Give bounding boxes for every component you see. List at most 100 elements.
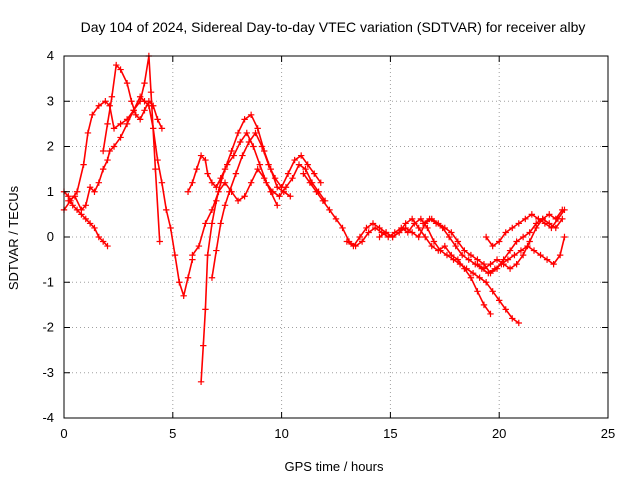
data-point	[389, 233, 396, 241]
data-point	[441, 242, 448, 250]
data-point	[202, 220, 209, 227]
data-point	[448, 229, 455, 236]
data-point	[489, 288, 496, 295]
data-point	[448, 251, 455, 259]
data-point	[136, 98, 144, 105]
series-line	[211, 131, 322, 278]
data-point	[426, 215, 433, 223]
data-point	[489, 242, 496, 250]
data-point	[200, 342, 207, 349]
data-point	[304, 161, 311, 168]
data-point	[313, 188, 320, 195]
data-point	[356, 233, 364, 241]
data-point	[502, 229, 509, 236]
data-point	[195, 242, 203, 250]
data-point	[376, 224, 383, 232]
data-point	[528, 211, 536, 218]
data-point	[430, 238, 438, 245]
data-point	[221, 165, 229, 173]
data-point	[204, 251, 211, 259]
data-point	[485, 270, 492, 277]
data-point	[69, 202, 76, 209]
series-line	[200, 113, 291, 382]
data-point	[202, 156, 209, 164]
grid-lines	[64, 56, 608, 418]
data-point	[541, 220, 549, 227]
data-point	[496, 297, 503, 304]
data-point	[99, 165, 107, 173]
data-point	[232, 170, 240, 177]
data-point	[535, 215, 542, 223]
data-point	[550, 260, 557, 268]
x-tick-label: 0	[60, 426, 67, 441]
data-point	[435, 247, 442, 254]
data-point	[519, 251, 527, 259]
data-point	[91, 224, 98, 232]
data-point	[245, 138, 253, 146]
data-point	[524, 242, 531, 250]
data-point	[504, 256, 512, 263]
data-point	[156, 238, 163, 245]
data-point	[408, 215, 416, 223]
data-point	[543, 256, 551, 263]
series-sat-a	[60, 93, 196, 300]
series-sat-n	[419, 215, 568, 277]
chart-title: Day 104 of 2024, Sidereal Day-to-day VTE…	[81, 19, 586, 35]
data-point	[278, 184, 285, 191]
data-point	[300, 170, 307, 177]
series-line	[476, 209, 563, 270]
data-point	[482, 233, 490, 241]
data-point	[171, 251, 179, 259]
data-point	[332, 215, 340, 223]
data-point	[150, 102, 157, 109]
data-point	[513, 238, 520, 245]
data-point	[213, 184, 220, 191]
data-point	[184, 274, 192, 281]
data-point	[461, 247, 468, 254]
data-point	[502, 306, 509, 313]
data-point	[91, 188, 98, 195]
data-point	[147, 89, 155, 96]
data-point	[104, 242, 111, 250]
data-point	[117, 66, 124, 73]
y-tick-label: 1	[47, 184, 54, 199]
data-point	[287, 193, 294, 200]
data-point	[89, 111, 96, 119]
data-point	[80, 161, 87, 168]
data-point	[84, 129, 92, 137]
data-point	[402, 224, 409, 232]
data-point	[106, 147, 113, 155]
data-point	[237, 138, 244, 146]
data-point	[82, 202, 89, 209]
data-point	[197, 152, 205, 159]
data-point	[467, 274, 475, 281]
data-point	[482, 279, 490, 286]
data-point	[280, 188, 287, 195]
data-point	[254, 165, 261, 173]
data-point	[104, 120, 111, 128]
data-point	[189, 251, 196, 259]
data-point	[276, 193, 283, 200]
data-point	[221, 179, 229, 186]
data-point	[289, 174, 296, 182]
data-point	[176, 279, 183, 286]
series-line	[187, 131, 326, 202]
data-point	[136, 116, 144, 123]
data-point	[110, 143, 118, 150]
series-line	[67, 55, 161, 242]
data-point	[158, 125, 166, 132]
data-point	[517, 247, 525, 254]
y-tick-label: -2	[42, 320, 54, 335]
data-point	[515, 220, 522, 227]
data-point	[408, 229, 416, 236]
data-point	[117, 134, 124, 141]
data-point	[274, 202, 281, 209]
y-tick-label: -1	[42, 274, 54, 289]
y-tick-label: 3	[47, 93, 54, 108]
data-point	[252, 129, 259, 137]
y-axis-label: SDTVAR / TECUs	[6, 185, 21, 290]
data-point	[180, 292, 187, 300]
data-point	[193, 165, 200, 173]
data-point	[104, 156, 111, 164]
data-point	[284, 170, 292, 177]
